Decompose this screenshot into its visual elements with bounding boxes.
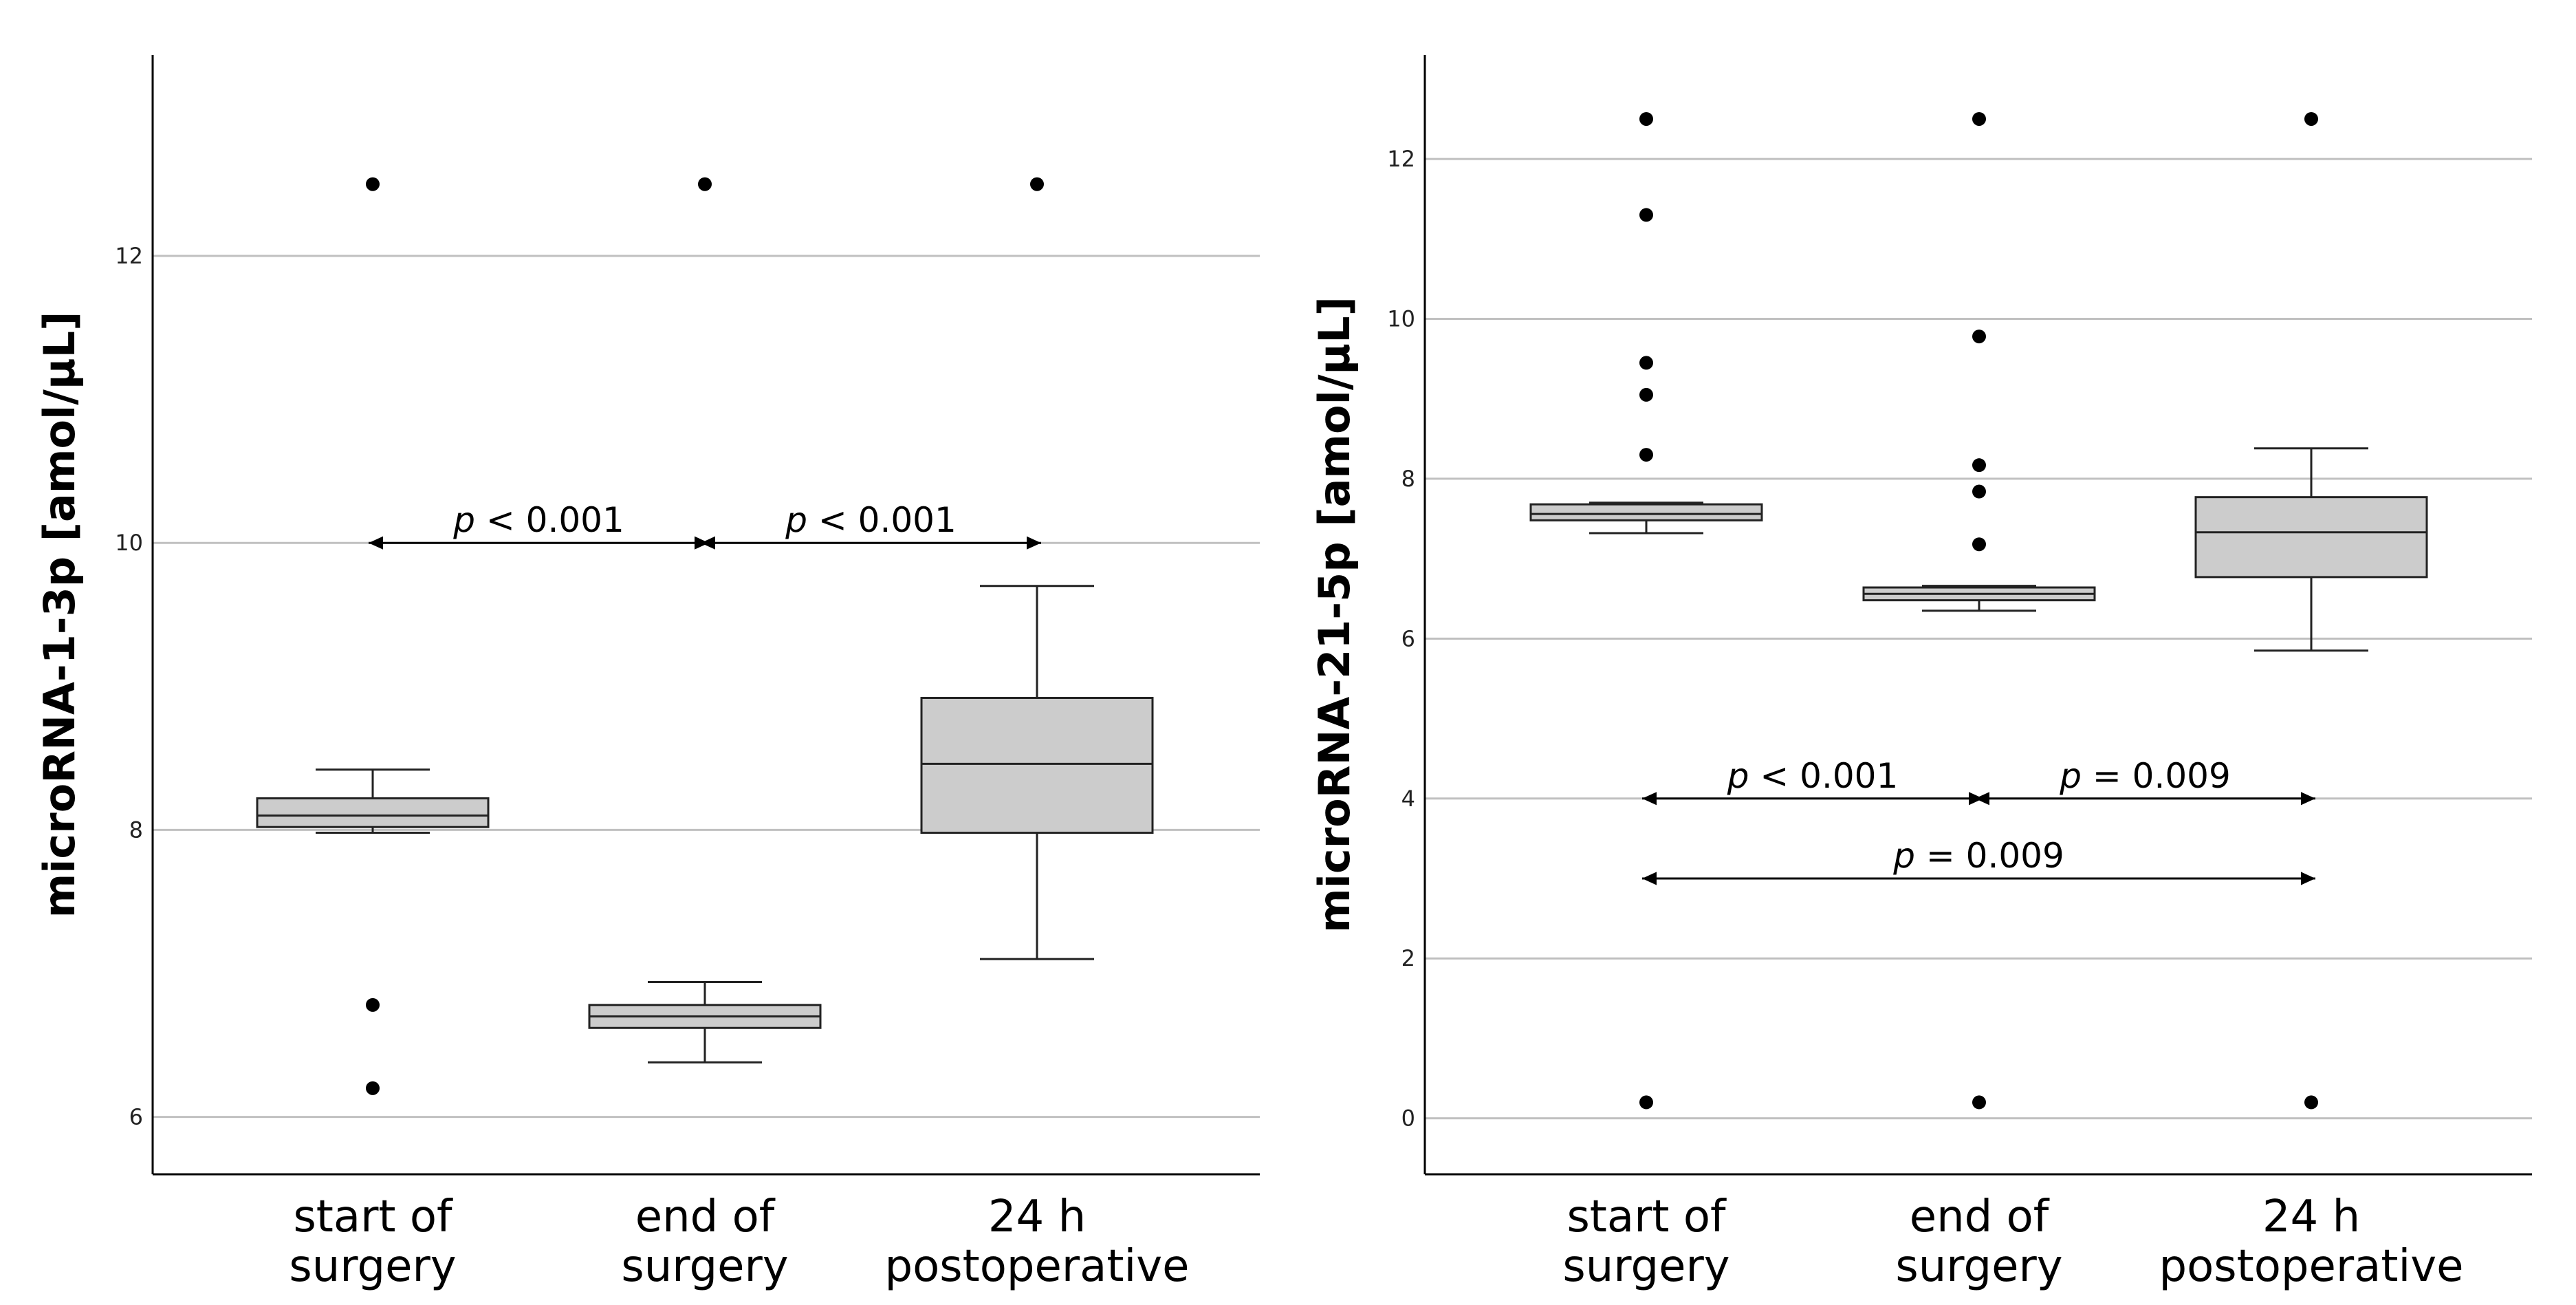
iqr-box bbox=[1529, 503, 1763, 521]
x-tick-label: surgery bbox=[1562, 1241, 1729, 1292]
p-value-label: p < 0.001 bbox=[1727, 756, 1899, 796]
p-symbol: p bbox=[785, 500, 807, 540]
outlier-point bbox=[1972, 1095, 1986, 1110]
outlier-point bbox=[366, 1081, 380, 1095]
box-plot-3 bbox=[920, 177, 1154, 960]
box-plot-2 bbox=[1862, 111, 2096, 1110]
y-tick-label: 6 bbox=[1401, 625, 1415, 651]
p-value-label: p = 0.009 bbox=[1892, 836, 2064, 876]
x-tick-label: postoperative bbox=[2159, 1241, 2463, 1292]
box-plot-1 bbox=[1529, 111, 1763, 1110]
outlier-point bbox=[366, 997, 380, 1012]
x-tick-label: postoperative bbox=[884, 1241, 1189, 1292]
x-tick-label: 24 h bbox=[2262, 1191, 2360, 1242]
outlier-point bbox=[1639, 1095, 1653, 1110]
y-tick-label: 8 bbox=[1401, 466, 1415, 492]
outlier-point bbox=[2304, 111, 2318, 126]
p-value-text: < 0.001 bbox=[807, 500, 957, 540]
outlier-point bbox=[1030, 177, 1044, 191]
outlier-point bbox=[1639, 111, 1653, 126]
y-axis-label: microRNA-21-5p [amol/µL] bbox=[1309, 296, 1360, 933]
y-tick-label: 12 bbox=[115, 243, 143, 269]
y-axis-label: microRNA-1-3p [amol/µL] bbox=[34, 312, 85, 918]
outlier-point bbox=[1972, 484, 1986, 499]
x-tick-label: start of bbox=[1567, 1191, 1727, 1242]
box-plot-2 bbox=[588, 177, 822, 1064]
p-symbol: p bbox=[2059, 756, 2082, 796]
y-tick-label: 0 bbox=[1401, 1106, 1415, 1132]
chart-right-mirna-21-5p: 0 2 4 6 8 10 12 microRNA-21-5p [amol/µL] start o… bbox=[1309, 55, 2532, 1292]
outlier-point bbox=[698, 177, 712, 191]
x-tick-label: surgery bbox=[621, 1241, 788, 1292]
p-symbol: p bbox=[452, 500, 475, 540]
y-tick-label: 10 bbox=[115, 530, 143, 556]
p-value-text: = 0.009 bbox=[2082, 756, 2231, 796]
outlier-point bbox=[1639, 448, 1653, 462]
iqr-box bbox=[920, 696, 1154, 834]
y-tick-label: 8 bbox=[129, 817, 143, 843]
outlier-point bbox=[366, 177, 380, 191]
outlier-point bbox=[1639, 208, 1653, 222]
p-symbol: p bbox=[1727, 756, 1749, 796]
p-value-label: p < 0.001 bbox=[452, 500, 624, 540]
outlier-point bbox=[1972, 330, 1986, 344]
x-tick-label: end of bbox=[1910, 1191, 2050, 1242]
x-tick-label: end of bbox=[635, 1191, 776, 1242]
iqr-box bbox=[256, 797, 490, 828]
p-symbol: p bbox=[1892, 836, 1915, 876]
outlier-point bbox=[1972, 537, 1986, 552]
y-tick-label: 12 bbox=[1387, 146, 1415, 172]
box-plot-1 bbox=[256, 177, 490, 1095]
y-tick-label: 2 bbox=[1401, 945, 1415, 971]
y-tick-label: 4 bbox=[1401, 786, 1415, 812]
x-tick-label: 24 h bbox=[988, 1191, 1086, 1242]
p-value-text: < 0.001 bbox=[1749, 756, 1898, 796]
iqr-box bbox=[2194, 496, 2428, 579]
p-value-label: p = 0.009 bbox=[2059, 756, 2231, 796]
outlier-point bbox=[1639, 387, 1653, 402]
p-value-label: p < 0.001 bbox=[785, 500, 957, 540]
outlier-point bbox=[1639, 356, 1653, 370]
outlier-point bbox=[1972, 111, 1986, 126]
x-tick-label: surgery bbox=[1895, 1241, 2062, 1292]
outlier-point bbox=[1972, 458, 1986, 473]
outlier-point bbox=[2304, 1095, 2318, 1110]
x-tick-label: surgery bbox=[289, 1241, 456, 1292]
box-plot-3 bbox=[2194, 111, 2428, 1110]
y-tick-label: 10 bbox=[1387, 306, 1415, 332]
y-tick-label: 6 bbox=[129, 1104, 143, 1130]
x-tick-label: start of bbox=[293, 1191, 453, 1242]
p-value-text: = 0.009 bbox=[1915, 836, 2064, 876]
p-value-text: < 0.001 bbox=[475, 500, 624, 540]
